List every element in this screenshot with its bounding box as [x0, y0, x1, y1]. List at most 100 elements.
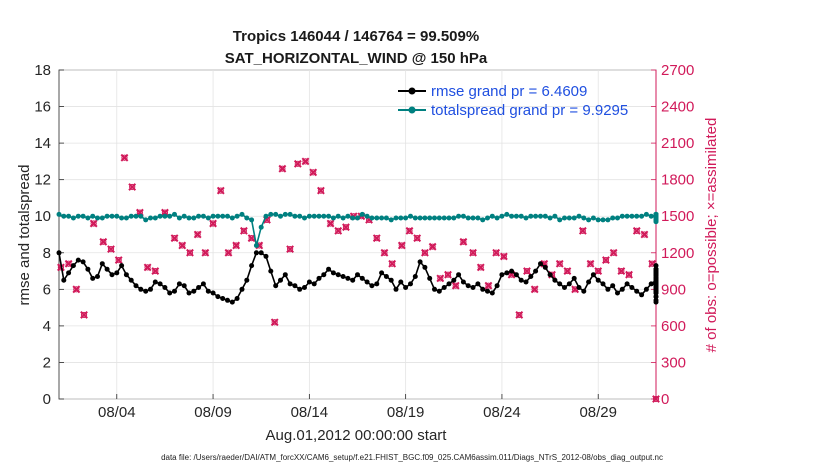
rmse-point [355, 272, 360, 278]
x-tick-label: 08/19 [387, 404, 425, 421]
left-tick-label: 0 [43, 391, 51, 408]
obs-count-point [380, 248, 389, 257]
rmse-point [600, 281, 606, 287]
rmse-point [340, 274, 346, 279]
rmse-point [306, 279, 312, 285]
rmse-point [504, 270, 510, 276]
rmse-point [220, 296, 226, 301]
x-tick-label: 08/14 [291, 404, 329, 421]
totalspread-point [200, 213, 206, 219]
rmse-point [297, 286, 303, 292]
totalspread-point [234, 213, 240, 219]
totalspread-point [335, 213, 341, 219]
rmse-point [70, 263, 76, 269]
rmse-point [653, 299, 659, 305]
right-tick-label: 300 [661, 354, 686, 371]
totalspread-point [205, 215, 211, 221]
rmse-point [229, 299, 235, 305]
obs-count-point [388, 259, 397, 268]
rmse-point [653, 286, 659, 292]
rmse-point [311, 281, 317, 287]
rmse-point [292, 283, 298, 289]
totalspread-point [268, 211, 274, 217]
totalspread-point [634, 213, 640, 219]
obs-count-mark [129, 183, 136, 191]
obs-count-mark [587, 260, 594, 267]
obs-count-mark [248, 235, 255, 242]
totalspread-point [157, 213, 163, 219]
totalspread-point [302, 215, 307, 221]
totalspread-point [70, 215, 76, 221]
rmse-point [388, 277, 394, 283]
rmse-point [489, 290, 495, 296]
totalspread-point [321, 213, 327, 219]
totalspread-point [653, 211, 659, 217]
left-tick-label: 2 [43, 354, 51, 371]
obs-count-point [209, 219, 217, 228]
totalspread-point [494, 215, 500, 221]
obs-count-point [301, 157, 310, 166]
obs-count-mark [100, 238, 107, 245]
right-tick-label: 0 [661, 391, 669, 408]
rmse-point [345, 275, 351, 281]
rmse-point [427, 275, 433, 281]
rmse-point [653, 268, 659, 274]
legend: rmse grand pr = 6.4609 totalspread grand… [398, 83, 628, 119]
rmse-point [225, 297, 230, 303]
totalspread-point [629, 213, 635, 219]
left-tick-label: 4 [43, 318, 51, 335]
obs-count-mark [335, 227, 342, 234]
x-tick-label: 08/24 [483, 404, 521, 421]
rmse-point [176, 281, 182, 287]
obs-count-mark [516, 311, 523, 319]
rmse-point [393, 286, 399, 292]
obs-count-mark [144, 264, 151, 271]
totalspread-point [311, 213, 317, 219]
rmse-point [191, 288, 197, 294]
totalspread-point [509, 213, 515, 219]
obs-count-mark [271, 319, 278, 326]
rmse-point [258, 250, 264, 256]
totalspread-point [282, 211, 288, 217]
totalspread-point [244, 215, 250, 221]
rmse-point [460, 279, 466, 285]
obs-count-point [278, 164, 287, 173]
left-tick-label: 8 [43, 245, 51, 262]
obs-count-mark [641, 231, 648, 238]
rmse-point [321, 272, 327, 278]
right-tick-label: 2100 [661, 135, 694, 152]
footnote: data file: /Users/raeder/DAI/ATM_forcXX/… [161, 453, 663, 462]
rmse-point [538, 261, 543, 267]
rmse-point [552, 277, 558, 283]
totalspread-point [80, 213, 86, 219]
totalspread-point [653, 217, 659, 223]
rmse-point [605, 286, 611, 292]
totalspread-point [292, 213, 298, 219]
obs-count-mark [493, 249, 500, 256]
obs-count-mark [327, 220, 334, 227]
obs-count-mark [618, 267, 625, 275]
rmse-point [119, 263, 125, 269]
totalspread-point [586, 217, 592, 223]
rmse-point [114, 270, 120, 276]
obs-count-mark [65, 260, 72, 267]
totalspread-point [504, 211, 510, 217]
totalspread-point [225, 213, 230, 219]
obs-count-mark [398, 242, 405, 249]
rmse-point [562, 285, 567, 290]
obs-count-point [515, 311, 524, 319]
obs-count-point [499, 252, 508, 261]
totalspread-point [239, 211, 245, 217]
rmse-point [359, 275, 365, 281]
obs-count-point [492, 248, 501, 257]
obs-count-mark [564, 267, 571, 275]
x-tick-label: 08/29 [579, 404, 617, 421]
rmse-point [66, 270, 72, 276]
obs-count-mark [286, 246, 294, 253]
obs-count-point [413, 234, 422, 243]
rmse-point [470, 285, 476, 290]
totalspread-point [95, 215, 100, 221]
totalspread-point [119, 215, 125, 221]
obs-count-point [397, 241, 406, 250]
totalspread-point [489, 213, 495, 219]
